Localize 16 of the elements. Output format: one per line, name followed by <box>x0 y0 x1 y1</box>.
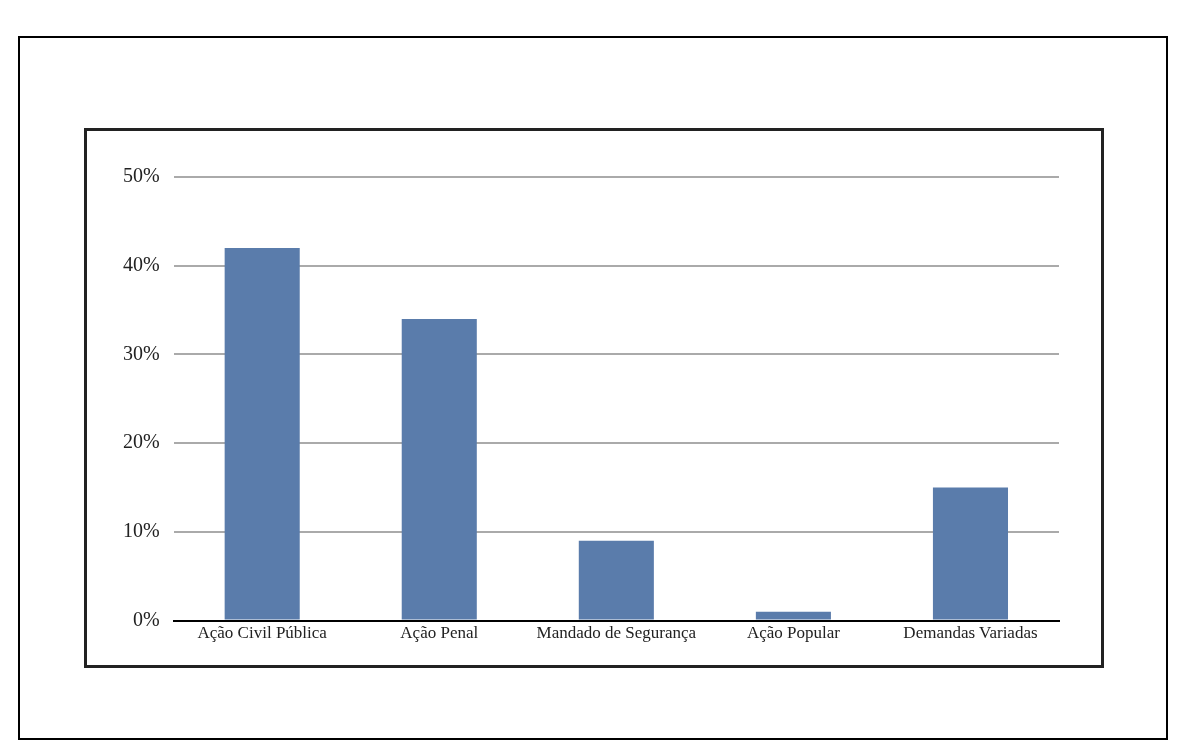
y-tick-label: 30% <box>122 341 160 364</box>
y-tick-label: 40% <box>122 252 160 275</box>
x-tick-label: Mandado de Segurança <box>536 623 697 643</box>
y-tick-label: 50% <box>122 164 160 187</box>
y-tick-label: 0% <box>132 607 160 630</box>
bar <box>755 611 831 620</box>
y-tick-label: 10% <box>122 519 160 542</box>
x-tick-label: Ação Penal <box>400 623 479 643</box>
x-tick-label: Ação Popular <box>746 623 841 643</box>
x-tick-label: Demandas Variadas <box>903 623 1038 643</box>
bar <box>932 487 1008 620</box>
bar <box>578 540 654 620</box>
x-tick-label: Ação Civil Pública <box>197 623 328 643</box>
y-tick-label: 20% <box>122 430 160 453</box>
bar <box>224 247 300 620</box>
bar <box>401 318 477 620</box>
